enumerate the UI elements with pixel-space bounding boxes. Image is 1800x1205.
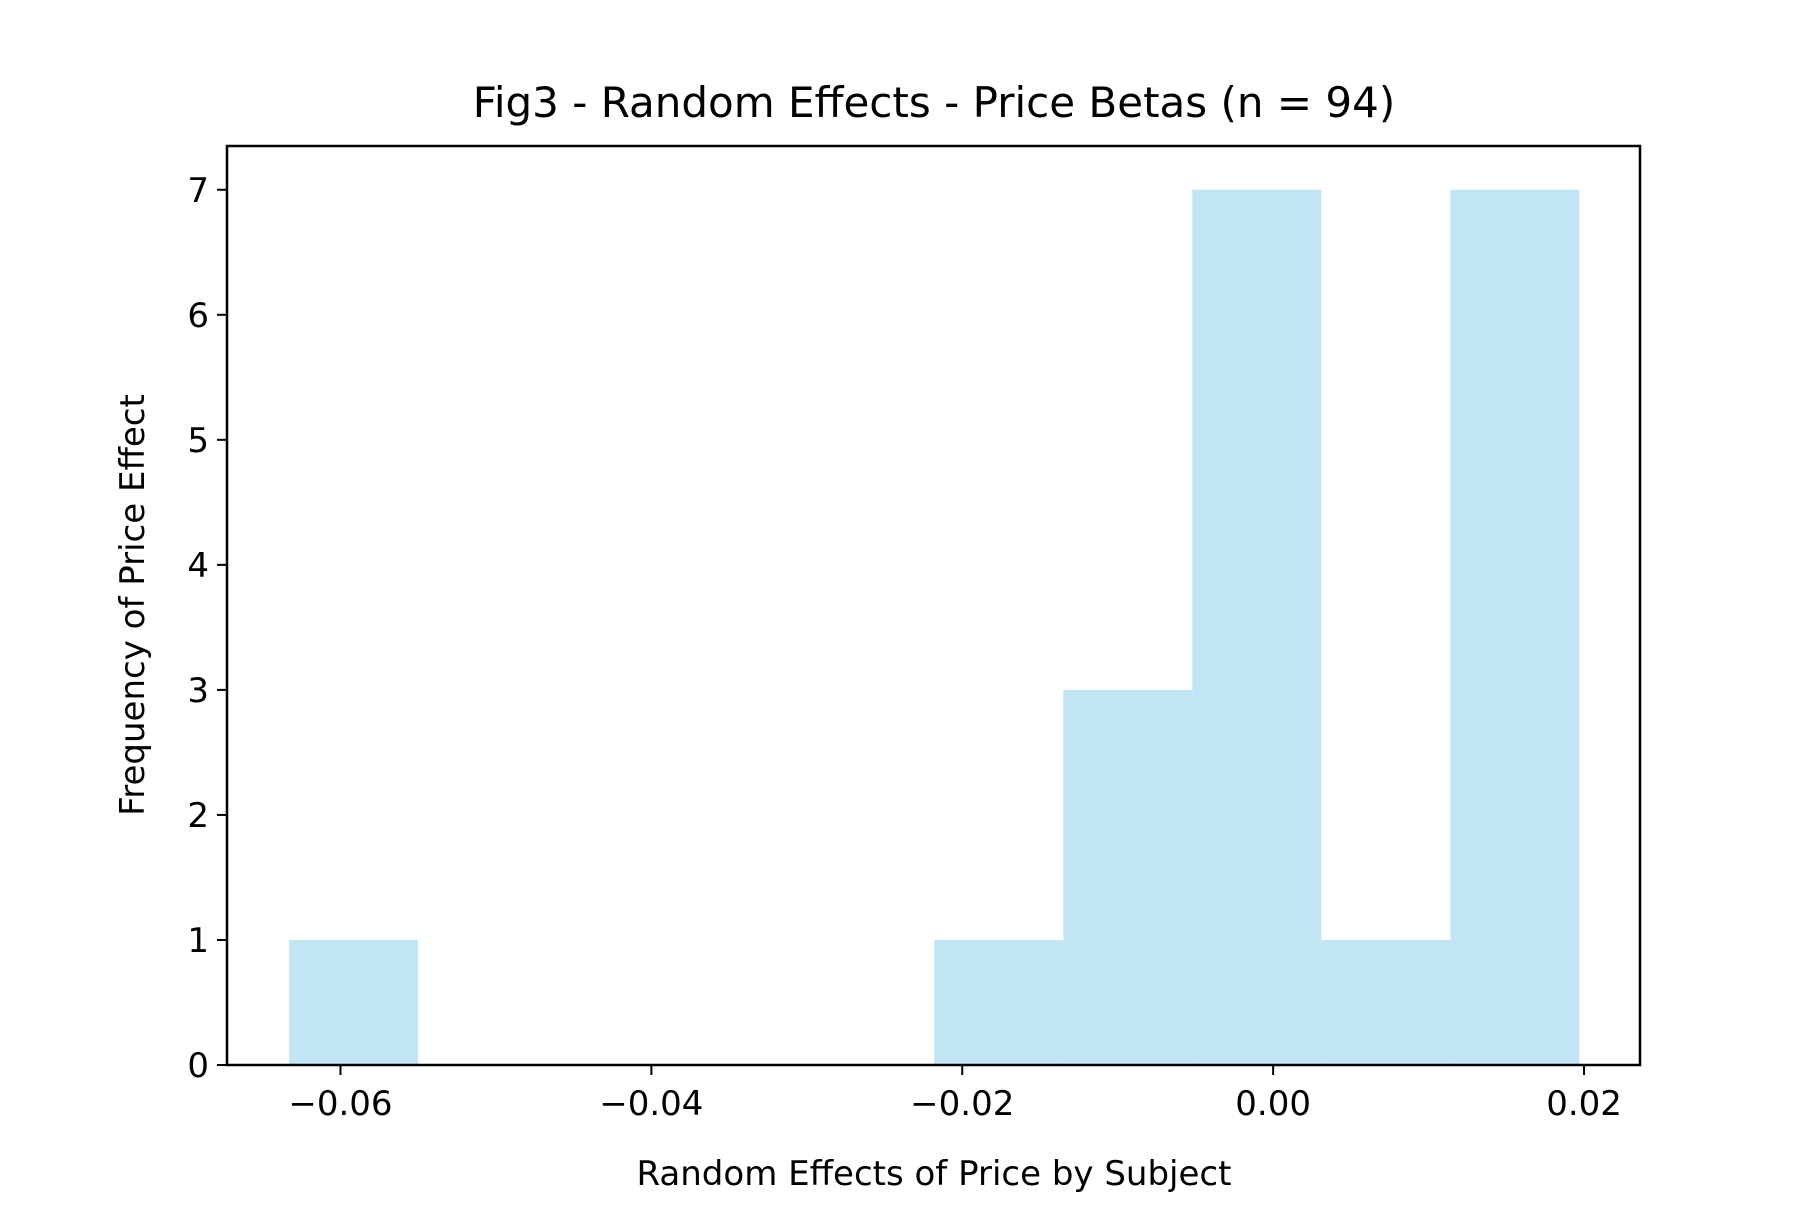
y-tick-label: 3 [187, 671, 209, 711]
y-tick-label: 5 [187, 421, 209, 461]
histogram-bar [289, 939, 419, 1065]
y-tick-label: 1 [187, 921, 209, 961]
y-tick-label: 6 [187, 296, 209, 336]
y-tick-label: 2 [187, 796, 209, 836]
histogram-bar [1450, 189, 1580, 1065]
plot-frame [225, 144, 1642, 1067]
x-tick-label: −0.04 [599, 1084, 703, 1124]
x-tick-label: −0.06 [288, 1084, 392, 1124]
chart-title: Fig3 - Random Effects - Price Betas (n =… [473, 78, 1395, 127]
ticks-layer: −0.06 −0.04 −0.02 0.00 0.02 0 1 2 3 4 5 6 7 [187, 171, 1622, 1124]
y-axis-label: Frequency of Price Effect [113, 394, 153, 816]
histogram-bar [1321, 939, 1451, 1065]
histogram-bar [934, 939, 1064, 1065]
x-tick-label: −0.02 [910, 1084, 1014, 1124]
bars-layer [289, 189, 1580, 1065]
x-tick-label: 0.00 [1235, 1084, 1311, 1124]
y-tick-label: 0 [187, 1046, 209, 1086]
x-axis-label: Random Effects of Price by Subject [637, 1154, 1232, 1194]
y-tick-label: 7 [187, 171, 209, 211]
histogram-bar [1063, 689, 1193, 1065]
x-tick-label: 0.02 [1546, 1084, 1622, 1124]
histogram-bar [1192, 189, 1322, 1065]
y-tick-label: 4 [187, 546, 209, 586]
